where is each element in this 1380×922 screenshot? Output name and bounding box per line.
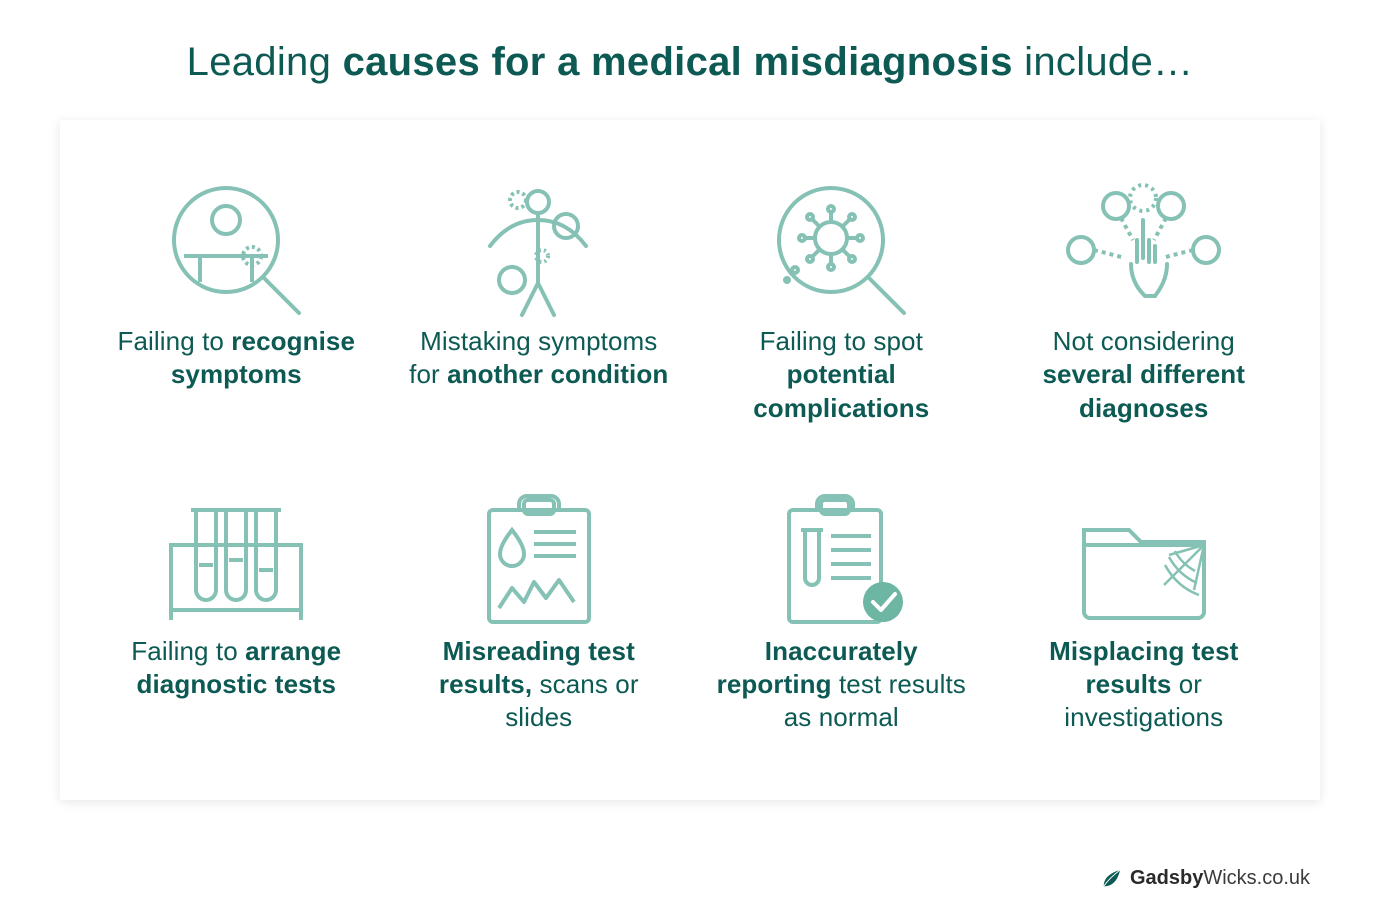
- cause-reporting: Inaccurately reporting test results as n…: [710, 485, 973, 735]
- cause-label: Failing to recognise symptoms: [106, 325, 366, 392]
- cause-label: Failing to arrange diagnostic tests: [106, 635, 366, 702]
- cause-arrange-tests: Failing to arrange diagnostic tests: [105, 485, 368, 735]
- causes-grid: Failing to recognise symptoms Mistaking …: [60, 120, 1320, 800]
- cause-mistaking: Mistaking symptoms for another condition: [408, 175, 671, 425]
- clipboard-chart-icon: [408, 485, 671, 635]
- page-title: Leading causes for a medical misdiagnosi…: [60, 40, 1320, 85]
- magnifier-virus-icon: [710, 175, 973, 325]
- hand-options-icon: [1013, 175, 1276, 325]
- cause-misplacing: Misplacing test results or investigation…: [1013, 485, 1276, 735]
- cause-recognise: Failing to recognise symptoms: [105, 175, 368, 425]
- cause-misreading: Misreading test results, scans or slides: [408, 485, 671, 735]
- cause-complications: Failing to spot potential complications: [710, 175, 973, 425]
- footer-text: GadsbyWicks.co.uk: [1130, 867, 1310, 890]
- cause-label: Misplacing test results or investigation…: [1014, 635, 1274, 735]
- folder-cobweb-icon: [1013, 485, 1276, 635]
- body-symptoms-icon: [408, 175, 671, 325]
- cause-label: Not considering several different diagno…: [1014, 325, 1274, 425]
- footer-attribution: GadsbyWicks.co.uk: [1100, 867, 1310, 890]
- leaf-icon: [1100, 868, 1122, 890]
- cause-label: Failing to spot potential complications: [711, 325, 971, 425]
- magnifier-person-icon: [105, 175, 368, 325]
- cause-label: Inaccurately reporting test results as n…: [711, 635, 971, 735]
- clipboard-check-icon: [710, 485, 973, 635]
- cause-label: Mistaking symptoms for another condition: [409, 325, 669, 392]
- cause-label: Misreading test results, scans or slides: [409, 635, 669, 735]
- cause-diagnoses: Not considering several different diagno…: [1013, 175, 1276, 425]
- test-tubes-icon: [105, 485, 368, 635]
